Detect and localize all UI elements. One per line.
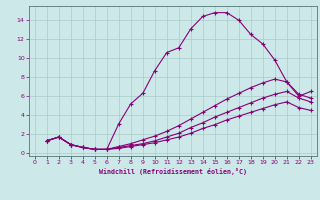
X-axis label: Windchill (Refroidissement éolien,°C): Windchill (Refroidissement éolien,°C) — [99, 168, 247, 175]
